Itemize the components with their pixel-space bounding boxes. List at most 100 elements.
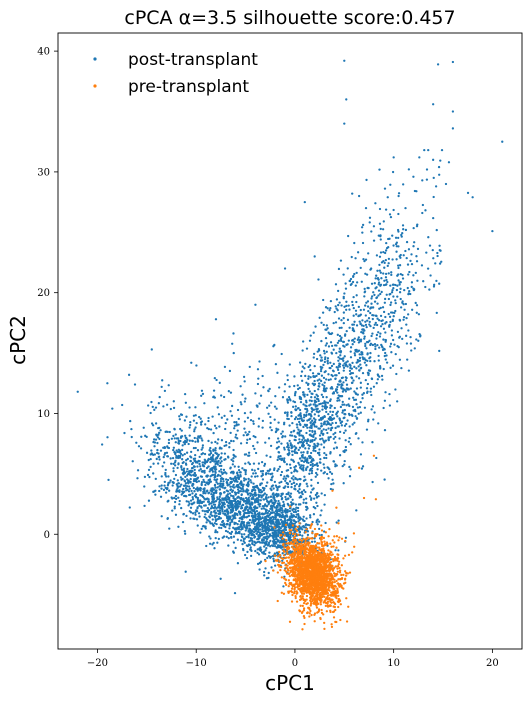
post-transplant-point	[187, 500, 190, 503]
pre-transplant-point	[295, 600, 299, 603]
post-transplant-point	[316, 408, 319, 411]
post-transplant-point	[415, 260, 419, 263]
post-transplant-point	[356, 251, 360, 254]
post-transplant-point	[283, 383, 287, 386]
post-transplant-point	[270, 544, 274, 547]
post-transplant-point	[261, 522, 264, 525]
post-transplant-point	[219, 577, 222, 580]
post-transplant-point	[232, 515, 235, 519]
post-transplant-point	[203, 469, 206, 473]
post-transplant-point	[149, 457, 152, 461]
post-transplant-point	[308, 364, 312, 367]
post-transplant-point	[207, 508, 211, 512]
post-transplant-point	[244, 473, 247, 476]
post-transplant-point	[149, 465, 152, 469]
post-transplant-point	[254, 475, 257, 478]
post-transplant-point	[319, 461, 322, 464]
post-transplant-point	[372, 239, 376, 242]
post-transplant-point	[226, 455, 230, 458]
post-transplant-point	[241, 485, 245, 488]
post-transplant-point	[396, 400, 399, 403]
post-transplant-point	[288, 424, 291, 427]
post-transplant-point	[198, 460, 201, 463]
post-transplant-point	[363, 287, 366, 291]
post-transplant-point	[305, 461, 309, 464]
post-transplant-point	[292, 405, 295, 408]
post-transplant-point	[242, 490, 245, 493]
post-transplant-point	[232, 551, 235, 554]
post-transplant-point	[263, 462, 267, 466]
post-transplant-point	[306, 426, 309, 429]
post-transplant-point	[322, 463, 325, 466]
post-transplant-point	[334, 431, 337, 435]
post-transplant-point	[266, 514, 269, 517]
post-transplant-point	[248, 518, 252, 522]
post-transplant-point	[106, 436, 109, 439]
post-transplant-point	[318, 527, 321, 531]
post-transplant-point	[320, 425, 323, 428]
post-transplant-point	[342, 369, 345, 372]
post-transplant-point	[210, 514, 214, 517]
post-transplant-point	[376, 317, 379, 320]
post-transplant-point	[318, 427, 321, 430]
post-transplant-point	[389, 342, 393, 345]
post-transplant-point	[247, 461, 250, 464]
post-transplant-point	[208, 516, 212, 519]
post-transplant-point	[330, 344, 334, 348]
post-transplant-point	[272, 501, 275, 504]
post-transplant-point	[378, 346, 381, 349]
post-transplant-point	[226, 418, 229, 421]
post-transplant-point	[187, 479, 190, 482]
post-transplant-point	[307, 387, 310, 391]
post-transplant-point	[369, 387, 373, 390]
post-transplant-point	[310, 469, 314, 472]
post-transplant-point	[305, 423, 309, 427]
post-transplant-point	[272, 504, 275, 507]
post-transplant-point	[395, 288, 399, 292]
post-transplant-point	[135, 441, 138, 444]
post-transplant-point	[294, 405, 297, 408]
post-transplant-point	[310, 456, 313, 459]
post-transplant-point	[266, 523, 269, 526]
post-transplant-point	[326, 420, 329, 423]
post-transplant-point	[208, 502, 212, 505]
post-transplant-point	[267, 571, 270, 575]
post-transplant-point	[191, 498, 195, 501]
post-transplant-point	[243, 479, 246, 482]
post-transplant-point	[253, 511, 257, 514]
post-transplant-point	[269, 421, 272, 425]
post-transplant-point	[377, 283, 380, 286]
post-transplant-point	[347, 339, 350, 342]
post-transplant-point	[336, 415, 339, 418]
chart-title: cPCA α=3.5 silhouette score:0.457	[124, 7, 455, 29]
post-transplant-point	[273, 499, 276, 502]
post-transplant-point	[282, 460, 286, 463]
post-transplant-point	[240, 517, 244, 521]
post-transplant-point	[400, 366, 403, 370]
post-transplant-point	[281, 396, 285, 399]
post-transplant-point	[240, 506, 244, 510]
post-transplant-point	[164, 491, 168, 494]
post-transplant-point	[412, 288, 416, 292]
post-transplant-point	[392, 287, 395, 290]
post-transplant-point	[252, 521, 255, 525]
post-transplant-point	[216, 482, 220, 485]
post-transplant-point	[342, 366, 346, 369]
post-transplant-point	[340, 420, 344, 423]
post-transplant-point	[310, 467, 314, 470]
post-transplant-point	[163, 451, 167, 455]
post-transplant-point	[150, 348, 153, 351]
post-transplant-point	[348, 436, 351, 440]
post-transplant-point	[325, 410, 328, 414]
post-transplant-point	[402, 316, 406, 319]
post-transplant-point	[254, 435, 257, 439]
post-transplant-point	[278, 510, 281, 513]
post-transplant-point	[438, 282, 441, 285]
post-transplant-point	[428, 244, 432, 247]
post-transplant-point	[429, 274, 432, 277]
post-transplant-point	[155, 433, 158, 436]
post-transplant-point	[217, 537, 221, 541]
post-transplant-point	[296, 489, 300, 493]
post-transplant-point	[241, 393, 244, 396]
post-transplant-point	[341, 403, 344, 406]
